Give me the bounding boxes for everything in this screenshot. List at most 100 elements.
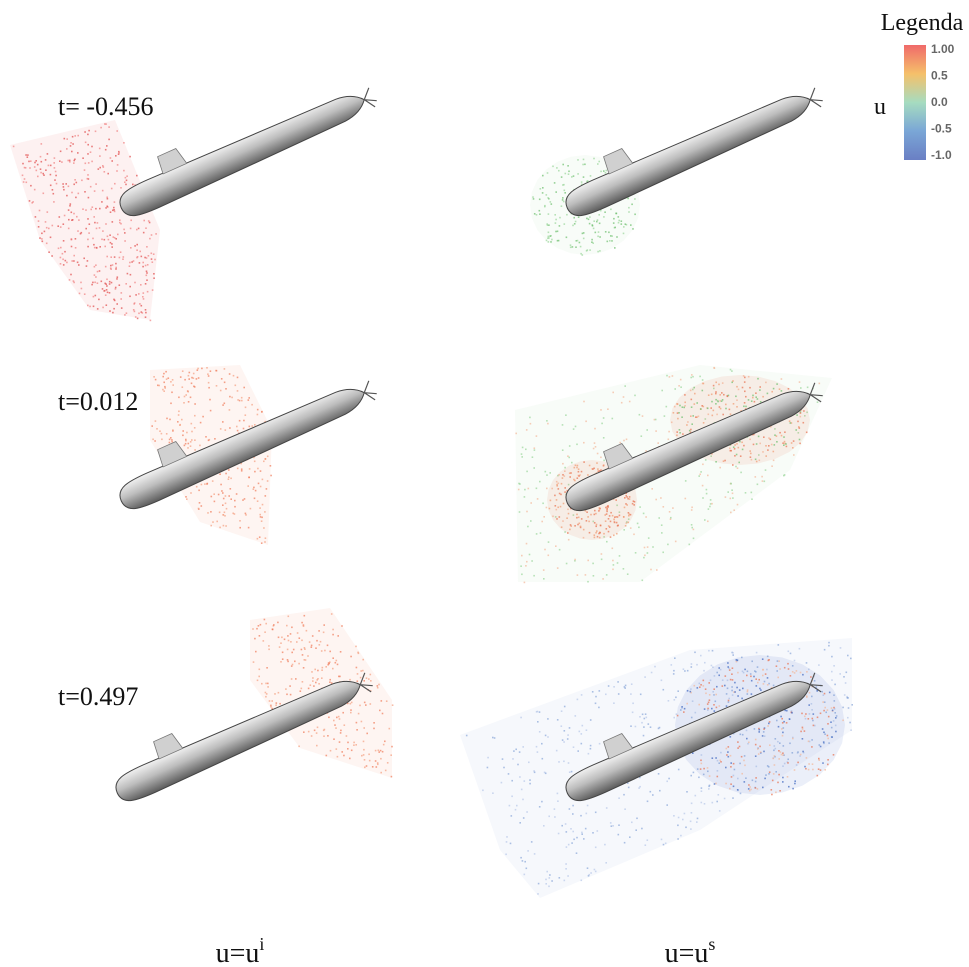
cloud-point [803, 410, 805, 412]
cloud-point [81, 288, 83, 290]
cloud-point [704, 803, 706, 805]
cloud-point [845, 682, 847, 684]
cloud-point [615, 213, 617, 215]
cloud-point [658, 517, 660, 519]
cloud-point [384, 741, 386, 743]
cloud-point [763, 751, 765, 753]
cloud-point [524, 780, 526, 782]
cloud-point [807, 387, 809, 389]
cloud-point [390, 754, 392, 756]
cloud-point [563, 503, 565, 505]
cloud-point [736, 406, 738, 408]
cloud-point [356, 729, 358, 731]
cloud-point [600, 457, 602, 459]
cloud-point [707, 521, 709, 523]
cloud-point [522, 860, 524, 862]
cloud-point [571, 771, 573, 773]
cloud-point [98, 299, 100, 301]
cloud-point [730, 450, 732, 452]
cloud-point [776, 435, 778, 437]
cloud-point [610, 209, 612, 211]
cloud-point [616, 522, 618, 524]
cloud-point [633, 504, 635, 506]
cloud-point [391, 776, 393, 778]
cloud-point [259, 507, 261, 509]
cloud-point [546, 194, 548, 196]
cloud-point [178, 414, 180, 416]
cloud-point [608, 232, 610, 234]
cloud-point [148, 220, 150, 222]
cloud-point [492, 737, 494, 739]
cloud-point [604, 211, 606, 213]
cloud-point [117, 234, 119, 236]
cloud-point [88, 232, 90, 234]
cloud-point [248, 397, 250, 399]
cloud-point [145, 309, 147, 311]
cloud-point [557, 231, 559, 233]
cloud-point [555, 191, 557, 193]
cloud-point [34, 162, 36, 164]
cloud-point [614, 247, 616, 249]
cloud-point [570, 524, 572, 526]
cloud-point [336, 717, 338, 719]
cloud-point [54, 179, 56, 181]
cloud-point [259, 669, 261, 671]
cloud-point [583, 461, 585, 463]
cloud-point [707, 708, 709, 710]
cloud-point [741, 698, 743, 700]
cloud-point [210, 525, 212, 527]
cloud-point [664, 415, 666, 417]
cloud-point [105, 294, 107, 296]
cloud-point [344, 724, 346, 726]
cloud-point [501, 782, 503, 784]
cloud-point [698, 777, 700, 779]
cloud-point [113, 236, 115, 238]
cloud-point [612, 825, 614, 827]
cloud-point [363, 749, 365, 751]
cloud-point [747, 689, 749, 691]
cloud-point [556, 499, 558, 501]
cloud-point [715, 399, 717, 401]
column-label: u=us [665, 934, 716, 967]
cloud-point [587, 805, 589, 807]
cloud-point [734, 682, 736, 684]
cloud-point [339, 676, 341, 678]
cloud-point [170, 403, 172, 405]
cloud-point [325, 666, 327, 668]
cloud-point [216, 521, 218, 523]
cloud-point [604, 514, 606, 516]
cloud-point [744, 669, 746, 671]
cloud-point [686, 791, 688, 793]
cloud-point [81, 180, 83, 182]
cloud-point [107, 236, 109, 238]
cloud-point [569, 476, 571, 478]
cloud-point [605, 520, 607, 522]
cloud-point [84, 169, 86, 171]
cloud-point [817, 717, 819, 719]
cloud-point [237, 390, 239, 392]
colorbar-tick-label: -0.5 [931, 122, 952, 136]
cloud-point [534, 447, 536, 449]
cloud-point [350, 709, 352, 711]
cloud-point [143, 298, 145, 300]
cloud-point [172, 379, 174, 381]
cloud-point [627, 573, 629, 575]
cloud-point [737, 504, 739, 506]
cloud-point [107, 292, 109, 294]
cloud-point [335, 727, 337, 729]
cloud-point [733, 446, 735, 448]
cloud-point [701, 787, 703, 789]
cloud-point [561, 725, 563, 727]
cloud-point [164, 387, 166, 389]
cloud-point [559, 225, 561, 227]
cloud-point [599, 236, 601, 238]
cloud-point [60, 226, 62, 228]
cloud-point [791, 442, 793, 444]
cloud-point [781, 718, 783, 720]
cloud-point [119, 284, 121, 286]
cloud-point [524, 496, 526, 498]
cloud-point [610, 235, 612, 237]
cloud-point [363, 727, 365, 729]
cloud-point [129, 265, 131, 267]
cloud-point [317, 670, 319, 672]
